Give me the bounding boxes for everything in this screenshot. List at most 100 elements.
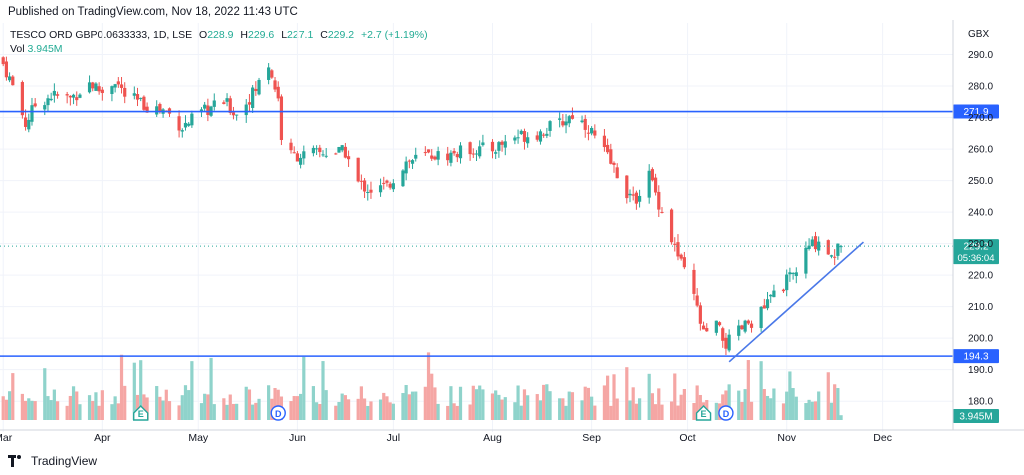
symbol-name[interactable]: TESCO ORD GBP0.0633333, 1D, LSE [10, 29, 193, 41]
volume-bar [247, 389, 252, 420]
event-glyph: D [275, 409, 282, 419]
candle-body [682, 257, 686, 268]
volume-bar [385, 396, 389, 420]
candle-body [519, 130, 523, 134]
candle-body [628, 193, 632, 196]
volume-bar [580, 400, 584, 420]
candle-body [590, 127, 594, 134]
candle-body [410, 160, 415, 164]
volume-bar [97, 405, 101, 420]
volume-bar [139, 360, 143, 420]
candle-body [545, 133, 549, 136]
volume-bar [791, 388, 795, 420]
dividend-icon[interactable]: D [270, 405, 286, 421]
volume-bar [404, 385, 408, 420]
volume-bar [538, 400, 543, 420]
change-value: +2.7 (+1.19%) [361, 29, 428, 41]
volume-bar [75, 391, 79, 420]
candle-body [75, 97, 79, 101]
volume-bar [430, 373, 434, 420]
candle-body [657, 191, 661, 210]
volume-bar [94, 392, 98, 420]
volume-bar [267, 385, 271, 420]
candle-body [33, 103, 37, 107]
volume-bar [781, 403, 786, 420]
volume-bar [615, 398, 619, 420]
candle-body [343, 146, 347, 158]
dividend-icon-shape [270, 405, 286, 421]
candle-body [378, 185, 383, 193]
candle-body [46, 98, 50, 106]
candle-body [414, 154, 418, 159]
candle-body [647, 170, 651, 198]
volume-bar [337, 401, 341, 420]
candle-body [391, 183, 395, 190]
volume-bar [727, 384, 731, 420]
volume-bar [343, 395, 347, 420]
candle-body [503, 141, 507, 148]
volume-bar [231, 403, 236, 420]
candle-body [100, 89, 104, 94]
volume-bar [695, 385, 699, 420]
price-tick-label: 190.0 [968, 365, 993, 376]
volume-bar [810, 401, 814, 420]
candle-body [65, 94, 69, 96]
candle-body [407, 160, 411, 162]
candle-body [548, 121, 552, 131]
volume-bar [698, 394, 702, 420]
candle-body [586, 132, 591, 134]
volume-bar [490, 393, 495, 420]
candle-body [433, 156, 437, 160]
candle-body [142, 96, 146, 110]
low-label: L [281, 29, 288, 41]
volume-bar [567, 391, 571, 420]
last-price-label: 229.2 [963, 242, 988, 253]
candle-body [676, 242, 680, 257]
candle-body [388, 183, 392, 188]
candle-body [765, 299, 770, 309]
volume-bar [743, 389, 747, 420]
candle-body [385, 180, 389, 183]
candle-body [516, 137, 520, 139]
volume-bar [123, 385, 127, 420]
earnings-icon[interactable]: E [695, 405, 712, 421]
time-tick-label: Sep [582, 432, 601, 444]
volume-bar [212, 404, 216, 420]
volume-bar [324, 390, 328, 420]
candle-body [781, 289, 786, 292]
volume-bar [628, 400, 632, 420]
volume-bar [299, 393, 303, 420]
dividend-icon[interactable]: D [718, 405, 734, 421]
candle-body [637, 195, 642, 202]
earnings-icon[interactable]: E [133, 405, 149, 421]
candle-body [270, 70, 274, 78]
volume-bar [1, 396, 5, 420]
candle-body [746, 320, 750, 324]
open-label: O [199, 29, 208, 41]
time-tick-label: Oct [679, 432, 695, 444]
candle-body [430, 155, 434, 159]
candle-body [27, 119, 31, 130]
volume-bar [190, 361, 194, 420]
time-tick-label: Jul [387, 432, 400, 444]
candle-body [446, 153, 450, 161]
candle-body [366, 192, 370, 194]
candle-body [289, 142, 293, 151]
axes: 290.0 280.0 270.0 260.0 250.0 240.0 230.0 220.0… [0, 20, 1024, 444]
candle-body [401, 170, 405, 187]
volume-bar [30, 400, 34, 420]
candle-body [340, 145, 344, 151]
volume-bar [20, 393, 24, 420]
volume-bar [257, 398, 261, 420]
candle-body [113, 84, 117, 88]
earnings-icon-shape [695, 405, 712, 421]
candle-body [669, 209, 674, 243]
volume-bar [46, 396, 50, 420]
candle-body [743, 320, 747, 332]
price-tick-label: 270.0 [968, 113, 993, 124]
volume-bar [4, 399, 8, 420]
close-label: C [320, 29, 328, 41]
event-glyph: D [723, 409, 730, 419]
volume-bar [132, 362, 136, 420]
